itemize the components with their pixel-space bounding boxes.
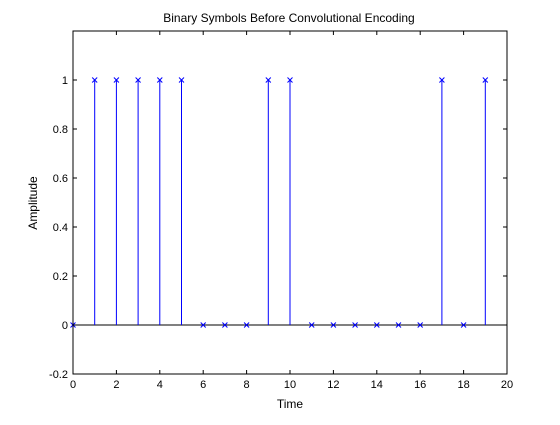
y-tick-label: 1 [62, 75, 68, 87]
x-tick-label: 12 [327, 379, 339, 391]
x-marker [113, 77, 120, 83]
x-marker-stroke [395, 322, 402, 328]
x-marker [308, 322, 315, 328]
x-tick-label: 0 [70, 379, 76, 391]
x-marker [222, 322, 228, 328]
x-marker [200, 322, 207, 328]
x-marker [330, 322, 337, 328]
plot-frame [72, 30, 508, 375]
x-marker [439, 77, 445, 83]
x-marker [287, 77, 293, 83]
y-axis-label: Amplitude [26, 176, 40, 230]
y-tick-label: 0 [62, 320, 68, 332]
x-marker [178, 77, 185, 83]
x-tick-label: 6 [200, 379, 206, 391]
x-marker-stroke [373, 322, 380, 328]
x-marker [460, 322, 467, 328]
x-tick-label: 4 [157, 379, 163, 391]
x-marker [352, 322, 358, 328]
x-marker-stroke [265, 77, 272, 83]
x-marker [265, 77, 272, 83]
x-marker-stroke [460, 322, 467, 328]
x-tick-label: 2 [113, 379, 119, 391]
x-marker [395, 322, 402, 328]
x-tick-label: 10 [284, 379, 296, 391]
x-marker-stroke [243, 322, 250, 328]
x-marker [373, 322, 380, 328]
x-tick-label: 8 [244, 379, 250, 391]
x-marker-stroke [200, 322, 207, 328]
x-marker-stroke [287, 77, 293, 83]
stems-layer [94, 80, 486, 325]
x-tick-label: 18 [457, 379, 469, 391]
y-tick-label: 0.6 [53, 173, 68, 185]
y-tick-label: 0.8 [53, 124, 68, 136]
x-marker-stroke [439, 77, 445, 83]
x-marker [482, 77, 489, 83]
x-marker [417, 322, 424, 328]
x-marker-stroke [222, 322, 228, 328]
x-marker-stroke [91, 77, 98, 83]
x-tick-label: 20 [501, 379, 513, 391]
x-marker [135, 77, 141, 83]
y-tick-label: 0.4 [53, 222, 68, 234]
x-marker-stroke [308, 322, 315, 328]
ticks-layer: 0 2 4 6 8 10 12 14 16 18 20-0.200.20.40.60.81 [49, 31, 513, 391]
chart-title: Binary Symbols Before Convolutional Enco… [163, 11, 414, 25]
x-axis-label: Time [277, 397, 304, 411]
x-marker-stroke [156, 77, 163, 83]
x-tick-label: 14 [371, 379, 383, 391]
x-marker-stroke [178, 77, 185, 83]
x-marker [91, 77, 98, 83]
x-marker [243, 322, 250, 328]
x-marker-stroke [352, 322, 358, 328]
y-tick-label: 0.2 [53, 271, 68, 283]
y-tick-label: -0.2 [49, 369, 68, 381]
x-marker-stroke [330, 322, 337, 328]
x-marker-stroke [482, 77, 489, 83]
x-tick-label: 16 [414, 379, 426, 391]
x-marker [156, 77, 163, 83]
x-marker-stroke [113, 77, 120, 83]
x-marker-stroke [135, 77, 141, 83]
x-marker-stroke [417, 322, 424, 328]
